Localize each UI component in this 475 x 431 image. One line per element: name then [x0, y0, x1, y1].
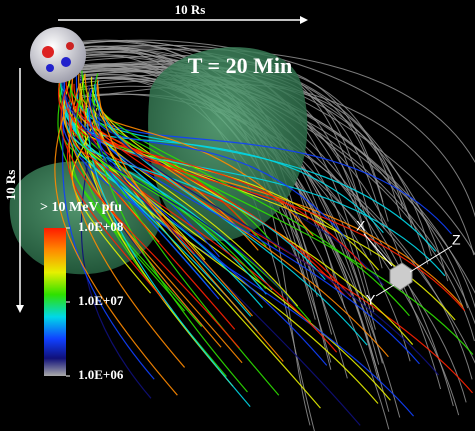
- colorbar-label: 1.0E+08: [78, 219, 124, 234]
- scale-label: 10 Rs: [175, 2, 206, 17]
- scale-label: 10 Rs: [3, 170, 18, 201]
- colorbar-title: > 10 MeV pfu: [40, 200, 122, 215]
- sun-spot: [42, 46, 54, 58]
- colorbar-label: 1.0E+06: [78, 367, 124, 382]
- time-label: T = 20 Min: [188, 53, 292, 78]
- scene: 10 Rs 10 Rs T = 20 Min > 10 MeV pfu 1.0E…: [0, 0, 475, 431]
- axis-label: X: [356, 218, 366, 234]
- sun: [30, 27, 86, 83]
- sun-spot: [66, 42, 74, 50]
- colorbar: [44, 228, 66, 376]
- colorbar-label: 1.0E+07: [78, 293, 124, 308]
- axis-label: Y: [366, 292, 376, 308]
- axis-label: Z: [452, 232, 461, 248]
- sun-spot: [61, 57, 71, 67]
- sun-spot: [46, 64, 54, 72]
